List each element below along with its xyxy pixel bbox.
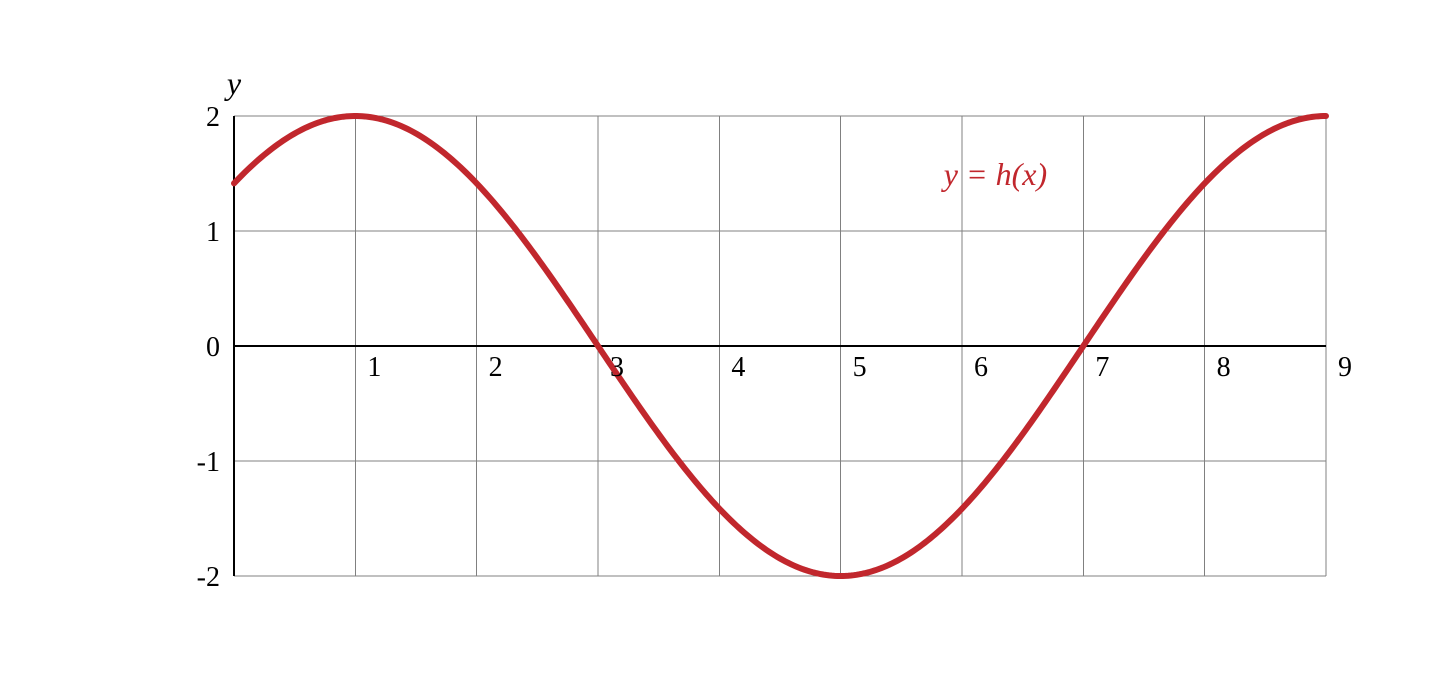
y-tick-label: 0 (206, 332, 220, 363)
x-tick-label: 2 (489, 352, 503, 383)
y-tick-label: -2 (197, 562, 220, 593)
x-tick-label: 8 (1217, 352, 1231, 383)
y-axis-label: y (224, 65, 242, 101)
legend-label: y = h(x) (941, 156, 1047, 192)
sine-chart: 123456789-2-1012yy = h(x) (0, 0, 1456, 691)
x-tick-label: 5 (853, 352, 867, 383)
y-tick-label: 2 (206, 102, 220, 133)
x-tick-label: 1 (367, 352, 381, 383)
y-tick-label: 1 (206, 217, 220, 248)
x-tick-label: 3 (610, 352, 624, 383)
x-tick-label: 9 (1338, 352, 1352, 383)
x-tick-label: 4 (731, 352, 745, 383)
y-tick-label: -1 (197, 447, 220, 478)
chart-svg: 123456789-2-1012yy = h(x) (0, 0, 1456, 691)
x-tick-label: 6 (974, 352, 988, 383)
x-tick-label: 7 (1095, 352, 1109, 383)
